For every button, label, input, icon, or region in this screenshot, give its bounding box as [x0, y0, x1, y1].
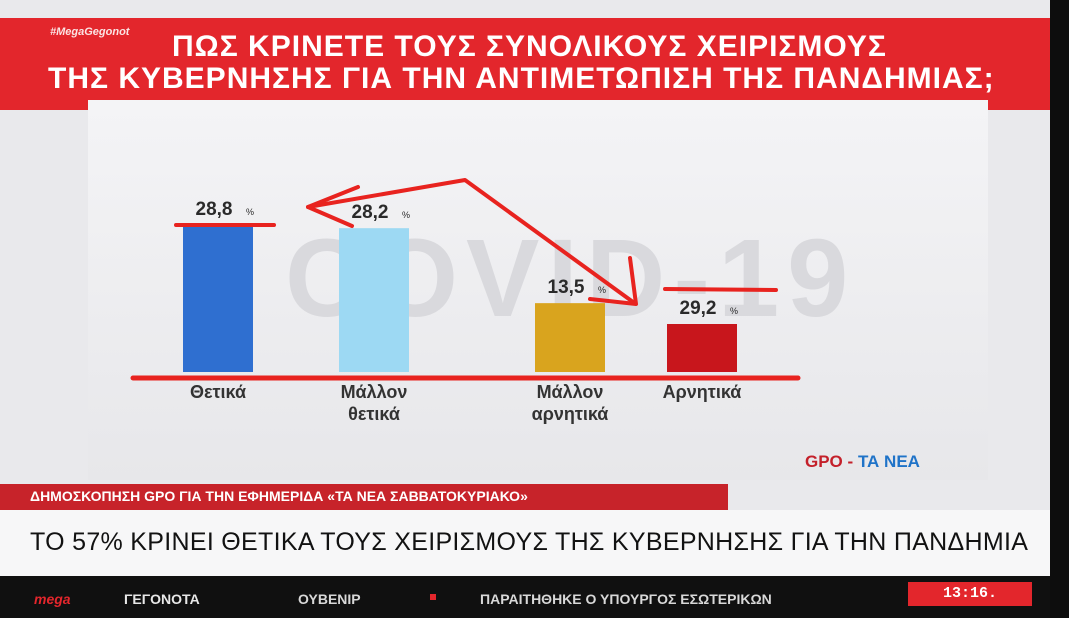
- source-dash: -: [847, 452, 854, 471]
- category-label: Μάλλον: [537, 382, 604, 402]
- bar-value-label: 28,2: [352, 202, 389, 223]
- category-label: Αρνητικά: [663, 382, 742, 402]
- ticker-brand-label: ΓΕΓΟΝΟΤΑ: [124, 591, 200, 607]
- headline: ΤΟ 57% ΚΡΙΝΕΙ ΘΕΤΙΚΑ ΤΟΥΣ ΧΕΙΡΙΣΜΟΥΣ ΤΗΣ…: [30, 528, 1029, 556]
- annotation-arrowhead-right: [588, 256, 638, 306]
- bar: [183, 225, 253, 372]
- poll-caption-band: [0, 484, 728, 510]
- source-gpo: GPO: [805, 452, 843, 471]
- category-label: αρνητικά: [532, 404, 609, 424]
- poll-caption: ΔΗΜΟΣΚΟΠΗΣΗ GPO ΓΙΑ ΤΗΝ ΕΦΗΜΕΡΙΔΑ «ΤΑ ΝΕ…: [30, 488, 528, 504]
- ticker-item: ΠΑΡΑΙΤΗΘΗΚΕ Ο ΥΠΟΥΡΓΟΣ ΕΣΩΤΕΡΙΚΩΝ: [480, 591, 772, 607]
- news-ticker: [0, 576, 1050, 618]
- source-label: GPO - ΤΑ ΝΕΑ: [805, 452, 920, 472]
- category-label: Θετικά: [190, 382, 246, 402]
- bar-unit-label: %: [246, 207, 254, 217]
- bar-value-label: 28,8: [196, 199, 233, 220]
- title-line-2: ΤΗΣ ΚΥΒΕΡΝΗΣΗΣ ΓΙΑ ΤΗΝ ΑΝΤΙΜΕΤΩΠΙΣΗ ΤΗΣ …: [48, 62, 995, 95]
- source-ta-nea: ΤΑ ΝΕΑ: [857, 452, 920, 471]
- hashtag: #MegaGegonot: [50, 26, 130, 38]
- title-line-1: ΠΩΣ ΚΡΙΝΕΤΕ ΤΟΥΣ ΣΥΝΟΛΙΚΟΥΣ ΧΕΙΡΙΣΜΟΥΣ: [172, 30, 887, 63]
- bar-value-label: 29,2: [680, 298, 717, 319]
- annotation-arrowhead-left: [306, 185, 360, 228]
- category-label: Μάλλον: [341, 382, 408, 402]
- bar: [667, 324, 737, 372]
- ticker-brand-logo: mega: [34, 591, 71, 607]
- category-label: θετικά: [348, 404, 400, 424]
- headline-band: [0, 510, 1050, 576]
- screen-bezel: [1050, 0, 1069, 618]
- clock: 13:16.: [908, 582, 1032, 606]
- bar: [339, 228, 409, 372]
- bar-unit-label: %: [598, 285, 606, 295]
- annotation-arrow-path: [306, 178, 635, 304]
- bar-unit-label: %: [730, 306, 738, 316]
- annotation-underline: [663, 287, 778, 292]
- bar: [535, 303, 605, 372]
- bar-value-label: 13,5: [548, 277, 585, 298]
- ticker-separator-icon: [430, 594, 436, 600]
- bar-unit-label: %: [402, 210, 410, 220]
- title-band: [0, 18, 1050, 110]
- ticker-item: ΟΥΒΕΝΙΡ: [298, 591, 361, 607]
